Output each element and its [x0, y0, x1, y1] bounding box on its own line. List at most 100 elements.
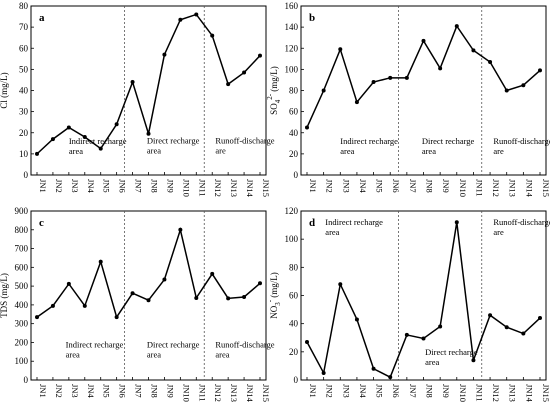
y-tick-label: 40: [289, 128, 299, 138]
data-point: [178, 17, 183, 22]
region-label: Indirect recharge: [66, 339, 124, 349]
y-tick-label: 100: [15, 356, 29, 366]
x-tick-label: JN14: [245, 179, 255, 198]
data-point: [538, 68, 542, 73]
y-tick-label: 80: [289, 86, 299, 96]
data-point: [321, 370, 326, 375]
x-tick-label: JN1: [38, 179, 48, 193]
data-point: [521, 331, 526, 336]
data-point: [504, 325, 509, 330]
y-tick-label: 100: [285, 234, 299, 244]
y-tick-label: 200: [15, 337, 29, 347]
panel-label: a: [39, 12, 45, 24]
y-tick-label: 20: [289, 347, 299, 357]
x-tick-label: JN7: [408, 179, 418, 193]
data-point: [98, 146, 103, 151]
x-tick-label: JN6: [118, 384, 128, 398]
data-point: [438, 66, 443, 71]
x-tick-label: JN15: [261, 179, 271, 197]
y-axis-label-unit: (mg/L): [269, 272, 279, 300]
region-label: Runoff-discharge: [215, 339, 274, 349]
region-label: Runoff-discharge: [493, 217, 550, 227]
region-label: Direct recharge: [422, 136, 475, 146]
region-label: area: [325, 227, 339, 237]
data-point: [471, 48, 476, 53]
y-tick-label: 0: [294, 170, 299, 180]
data-point: [258, 281, 262, 286]
data-point: [488, 59, 493, 64]
data-point: [388, 75, 393, 80]
region-label: Indirect recharge: [325, 217, 383, 227]
x-tick-label: JN15: [541, 179, 550, 197]
data-point: [146, 131, 151, 136]
x-tick-label: JN2: [54, 384, 64, 398]
x-tick-label: JN13: [508, 384, 518, 402]
data-point: [210, 33, 215, 38]
data-point: [388, 375, 393, 380]
data-point: [50, 303, 55, 308]
x-tick-label: JN5: [375, 384, 385, 398]
data-point: [404, 75, 409, 80]
x-tick-label: JN12: [491, 179, 501, 197]
y-tick-label: 140: [285, 22, 299, 32]
x-tick-label: JN15: [261, 384, 271, 402]
x-tick-label: JN4: [86, 384, 96, 398]
x-tick-label: JN4: [86, 179, 96, 193]
data-point: [421, 38, 426, 43]
x-tick-label: JN11: [197, 179, 207, 197]
panel-b: 0 20 40 60 80 100 120 140 160 JN1 JN2 JN3 JN4 JN5 JN6 J…: [266, 1, 550, 198]
x-tick-label: JN14: [524, 384, 534, 403]
data-point: [226, 82, 231, 87]
x-tick-label: JN9: [441, 384, 451, 398]
data-point: [114, 315, 119, 320]
x-tick-label: JN8: [425, 179, 435, 193]
region-label: area: [422, 146, 436, 156]
data-point: [538, 316, 542, 321]
y-axis-label-main: NO: [269, 305, 279, 318]
y-axis-label-main: SO: [269, 103, 279, 115]
y-axis-label-unit: (mg/L): [269, 66, 279, 94]
x-tick-label: JN15: [541, 384, 550, 402]
region-label: area: [215, 349, 229, 359]
y-tick-label: 700: [15, 244, 29, 254]
region-label: area: [340, 146, 354, 156]
x-tick-label: JN11: [474, 179, 484, 197]
y-tick-label: 300: [15, 319, 29, 329]
x-tick-label: JN5: [375, 179, 385, 193]
x-tick-label: JN12: [213, 384, 223, 402]
y-tick-label: 30: [19, 107, 29, 117]
data-point: [242, 295, 247, 300]
data-point: [82, 134, 87, 139]
y-tick-label: 600: [15, 262, 29, 272]
region-label: Indirect recharge: [69, 136, 127, 146]
data-point: [305, 339, 309, 344]
data-point: [98, 259, 103, 264]
region-label: area: [66, 349, 80, 359]
x-tick-label: JN9: [441, 179, 451, 193]
y-tick-label: 40: [19, 86, 29, 96]
y-axis-label: TDS (mg/L): [0, 273, 9, 318]
x-tick-label: JN2: [54, 179, 64, 193]
x-tick-label: JN12: [491, 384, 501, 402]
x-tick-label: JN7: [134, 179, 144, 193]
region-label: Runoff-discharge: [493, 136, 550, 146]
x-tick-label: JN1: [308, 179, 318, 193]
x-tick-label: JN3: [70, 384, 80, 398]
panel-d: 0 20 40 60 80 100 120 JN1 JN2 JN3 JN4 JN5 JN6 JN7 JN8 J…: [266, 206, 550, 403]
data-point: [454, 220, 459, 225]
y-tick-label: 80: [19, 1, 29, 11]
y-axis-label-superscript: 2-: [266, 93, 274, 100]
panel-label: d: [309, 217, 315, 229]
y-tick-label: 900: [15, 206, 29, 216]
y-axis-label: NO3- (mg/L): [266, 272, 282, 319]
x-tick-label: JN5: [102, 179, 112, 193]
y-tick-label: 60: [19, 43, 29, 53]
x-tick-label: JN10: [458, 384, 468, 402]
x-tick-label: JN1: [308, 384, 318, 398]
y-tick-label: 800: [15, 225, 29, 235]
y-tick-label: 0: [24, 170, 29, 180]
x-tick-label: JN2: [325, 384, 335, 398]
x-tick-label: JN2: [325, 179, 335, 193]
y-axis-label: SO42- (mg/L): [266, 66, 282, 115]
y-tick-label: 40: [289, 319, 299, 329]
